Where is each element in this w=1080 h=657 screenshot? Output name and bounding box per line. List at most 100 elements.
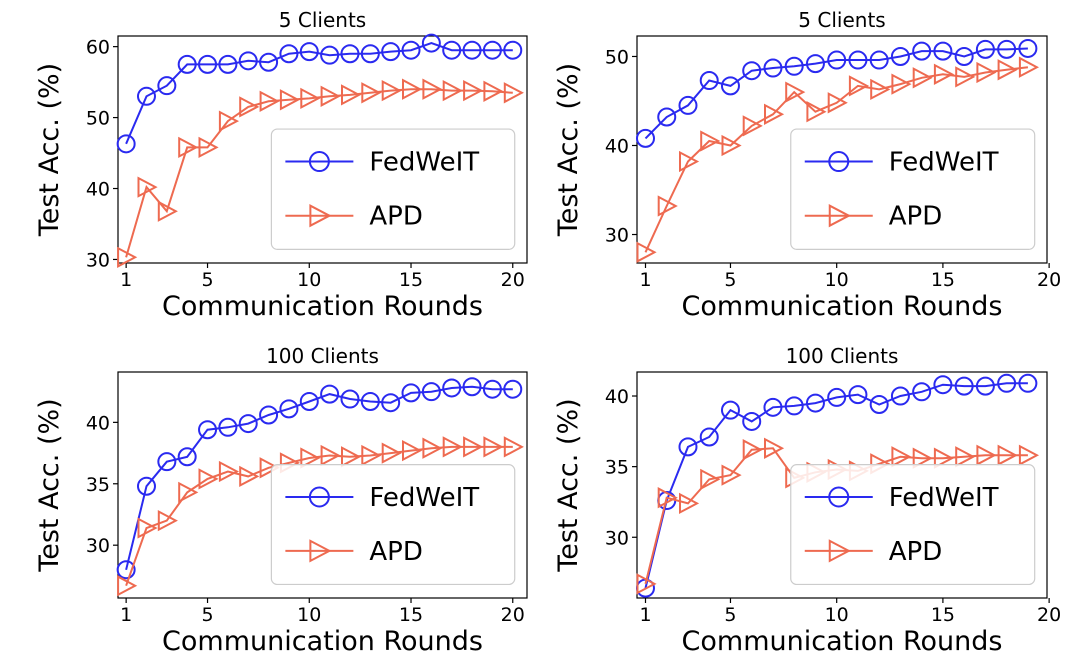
data-point xyxy=(678,95,698,115)
data-point xyxy=(198,468,219,490)
data-point xyxy=(178,481,199,504)
data-point xyxy=(463,436,484,458)
data-point xyxy=(784,396,804,416)
data-point xyxy=(341,446,362,468)
data-point xyxy=(997,39,1017,59)
data-point xyxy=(401,383,421,403)
data-point xyxy=(933,63,955,85)
data-point xyxy=(975,376,995,396)
data-point xyxy=(299,42,319,62)
legend-frame xyxy=(270,464,516,586)
data-point xyxy=(912,67,933,89)
data-point xyxy=(955,446,976,468)
data-point xyxy=(827,92,848,114)
y-tick-label: 40 xyxy=(86,412,110,434)
data-point xyxy=(360,391,380,411)
series-fedweit xyxy=(116,33,523,154)
series-apd xyxy=(117,436,524,597)
series-apd xyxy=(636,56,1040,263)
data-point xyxy=(482,379,502,399)
legend: FedWeIT APD xyxy=(790,128,1036,250)
data-point xyxy=(955,66,976,88)
data-point xyxy=(259,52,279,72)
data-point xyxy=(198,420,218,440)
legend-frame xyxy=(790,128,1036,250)
data-point xyxy=(785,81,806,103)
chart-panel-1: 5 Clients Test Acc. (%) Communication Ro… xyxy=(34,8,528,322)
x-tick-label: 5 xyxy=(201,604,213,626)
data-point xyxy=(117,575,138,597)
data-point xyxy=(1018,444,1040,466)
data-point xyxy=(890,386,910,406)
legend-label-apd: APD xyxy=(889,202,943,232)
legend-marker-apd xyxy=(309,539,332,563)
x-tick-label: 15 xyxy=(399,604,423,626)
legend-marker-fedweit xyxy=(828,151,850,173)
data-point xyxy=(482,40,502,60)
data-point xyxy=(805,393,825,413)
data-point xyxy=(503,436,524,458)
x-tick-label: 10 xyxy=(825,604,849,626)
data-point xyxy=(300,447,321,469)
data-point xyxy=(1018,38,1038,58)
data-point xyxy=(340,44,360,64)
series-line xyxy=(644,382,1028,589)
y-tick-label: 40 xyxy=(605,135,629,157)
data-point xyxy=(742,61,762,81)
data-point xyxy=(721,134,742,157)
axes-frame xyxy=(636,35,1048,264)
data-point xyxy=(742,439,763,461)
data-point xyxy=(259,457,280,479)
data-point xyxy=(381,42,401,62)
legend-label-fedweit: FedWeIT xyxy=(369,483,479,513)
data-point xyxy=(116,134,136,154)
y-tick-label: 40 xyxy=(605,386,629,408)
data-point xyxy=(997,373,1017,393)
data-point xyxy=(636,573,657,595)
data-point xyxy=(806,101,827,123)
y-tick-label: 35 xyxy=(86,474,110,496)
data-point xyxy=(742,411,762,431)
data-point xyxy=(463,79,484,102)
y-tick-label: 30 xyxy=(86,535,110,557)
data-point xyxy=(157,76,177,96)
data-point xyxy=(679,492,700,515)
data-point xyxy=(679,150,700,173)
data-point xyxy=(381,79,402,102)
x-tick-label: 10 xyxy=(297,269,321,291)
x-tick-label: 1 xyxy=(639,269,651,291)
data-point xyxy=(483,436,504,458)
data-point xyxy=(401,40,421,60)
data-point xyxy=(381,442,402,464)
y-tick-label: 50 xyxy=(605,46,629,68)
data-point xyxy=(300,87,321,110)
data-point xyxy=(933,375,953,395)
data-point xyxy=(218,417,238,437)
data-point xyxy=(381,393,401,413)
legend-marker-fedweit xyxy=(308,151,330,173)
data-point xyxy=(720,400,740,420)
data-point xyxy=(890,46,910,66)
y-tick-label: 30 xyxy=(605,225,629,247)
legend-label-fedweit: FedWeIT xyxy=(369,148,479,178)
data-point xyxy=(483,80,504,102)
data-point xyxy=(891,446,912,468)
legend: FedWeIT APD xyxy=(270,128,516,250)
data-point xyxy=(136,86,156,106)
data-point xyxy=(137,176,158,198)
data-point xyxy=(442,40,462,60)
legend-label-apd: APD xyxy=(369,537,423,567)
data-point xyxy=(503,82,524,104)
data-point xyxy=(157,452,177,472)
data-point xyxy=(279,44,299,64)
data-point xyxy=(402,439,423,462)
data-point xyxy=(912,447,933,469)
x-axis-label: Communication Rounds xyxy=(162,626,483,657)
legend: FedWeIT APD xyxy=(270,464,516,586)
y-axis-label: Test Acc. (%) xyxy=(34,63,65,237)
axes-frame xyxy=(117,371,528,599)
series-fedweit xyxy=(635,38,1038,148)
data-point xyxy=(848,385,868,405)
